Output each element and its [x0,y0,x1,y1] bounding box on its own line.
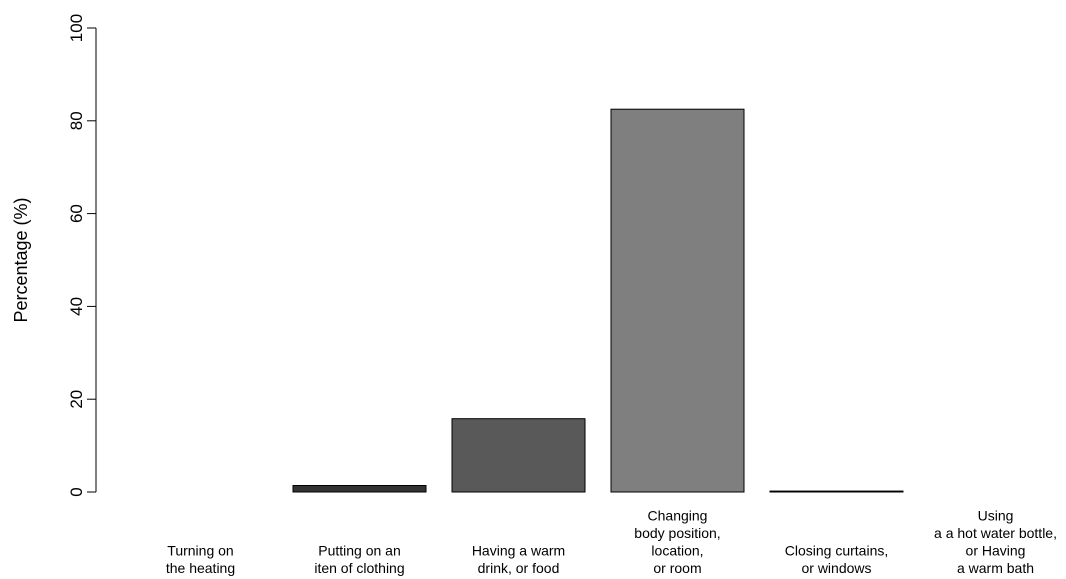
x-axis-labels: Turning on the heating Putting on an iten o… [166,508,1057,577]
y-tick-label: 100 [67,14,86,42]
bars [292,108,904,493]
y-axis: 0 20 40 60 80 100 [67,14,97,497]
category-label: Using a a hot water bottle, or Having a war… [934,508,1057,577]
category-label: Putting on an iten of clothing [314,543,404,577]
y-tick-label: 0 [67,487,86,496]
category-label: Turning on the heating [166,543,235,577]
bar [292,485,427,493]
y-axis-title: Percentage (%) [11,197,31,322]
y-tick-label: 80 [67,111,86,130]
category-label: Having a warm drink, or food [472,543,565,577]
category-label: Changing body position, location, or room [634,508,720,577]
bar [451,418,586,493]
bar [769,490,904,493]
bar [610,108,745,493]
y-tick-label: 60 [67,204,86,223]
y-tick-label: 20 [67,390,86,409]
category-label: Closing curtains, or windows [785,543,889,577]
y-tick-label: 40 [67,297,86,316]
